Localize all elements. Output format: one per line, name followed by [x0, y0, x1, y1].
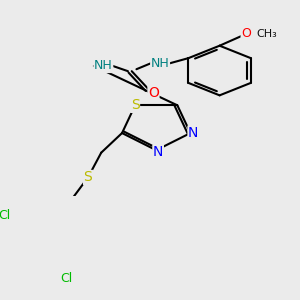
Text: N: N — [153, 145, 163, 159]
Text: O: O — [148, 86, 159, 100]
Text: Cl: Cl — [60, 272, 72, 285]
Text: Cl: Cl — [0, 209, 10, 222]
Text: NH: NH — [94, 59, 113, 73]
Text: S: S — [131, 98, 140, 112]
Text: NH: NH — [151, 57, 169, 70]
Text: CH₃: CH₃ — [256, 29, 277, 39]
Text: S: S — [84, 170, 92, 184]
Text: N: N — [188, 126, 198, 140]
Text: O: O — [241, 28, 251, 40]
